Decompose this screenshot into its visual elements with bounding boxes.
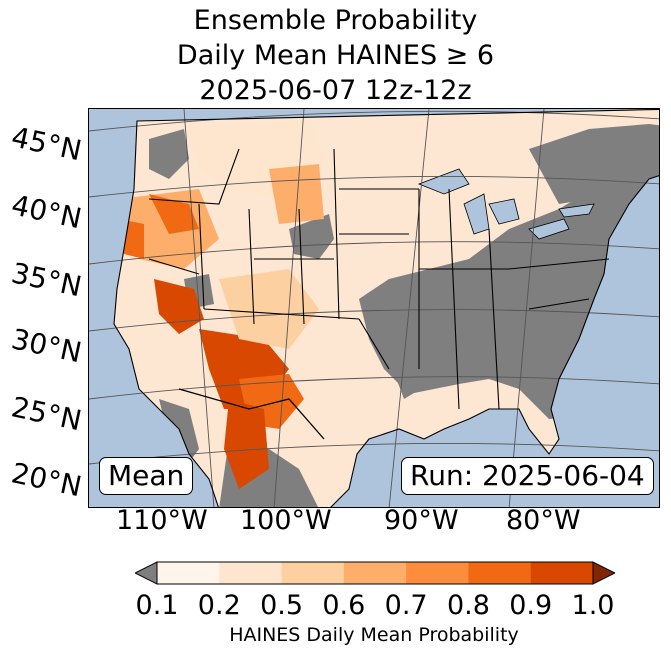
lon-label-100: 100°W [240,505,332,536]
colorbar-under-arrow [135,561,158,585]
mean-label-box: Mean [99,457,194,495]
mexico-border [178,388,325,440]
run-date-box: Run: 2025-06-04 [401,457,654,495]
colorbar-tick-label: 0.6 [322,590,366,621]
region-gray-northeast [529,124,659,204]
lat-label-20: 20°N [8,456,85,504]
lat-label-35: 35°N [8,256,85,304]
colorbar-tick-label: 0.7 [384,590,428,621]
graticule [89,109,659,507]
colorbar-over-arrow [592,561,615,585]
colorbar-tick-label: 0.8 [446,590,490,621]
map-svg [89,109,659,507]
lon-label-90: 90°W [384,505,459,536]
colorbar-tick-label: 0.9 [509,590,553,621]
colorbar-cell-1 [219,562,283,584]
lat-label-40: 40°N [8,188,85,236]
colorbar-cell-4 [406,562,469,584]
colorbar-tick-label: 1.0 [571,590,615,621]
colorbar-tick-label: 0.5 [260,590,304,621]
region-p-high-nv [149,194,199,234]
colorbar-cell-3 [343,562,407,584]
colorbar-frame [156,561,594,585]
title-line-1: Ensemble Probability [193,5,478,36]
colorbar-tick-label: 0.2 [197,590,241,621]
lon-label-110: 110°W [116,505,208,536]
colorbar-tick-label: 0.1 [135,590,179,621]
region-p-mid [219,269,319,349]
region-p-mex [224,399,269,489]
region-gray-west-2 [149,129,189,179]
colorbar [135,561,615,585]
lat-label-45: 45°N [8,120,85,168]
lon-label-80: 80°W [506,505,581,536]
title-line-2: Daily Mean HAINES ≥ 6 [176,40,495,71]
colorbar-cell-0 [157,562,220,584]
probability-field [119,119,659,507]
state-borders [113,109,659,507]
lat-label-30: 30°N [8,322,85,370]
colorbar-cell-5 [468,562,532,584]
colorbar-label: HAINES Daily Mean Probability [229,624,519,646]
region-p-co [269,164,324,224]
colorbar-cell-6 [530,562,594,584]
map-panel: Mean Run: 2025-06-04 [88,108,660,508]
lat-label-25: 25°N [8,390,85,438]
colorbar-cell-2 [281,562,345,584]
title-line-3: 2025-06-07 12z-12z [199,75,472,106]
